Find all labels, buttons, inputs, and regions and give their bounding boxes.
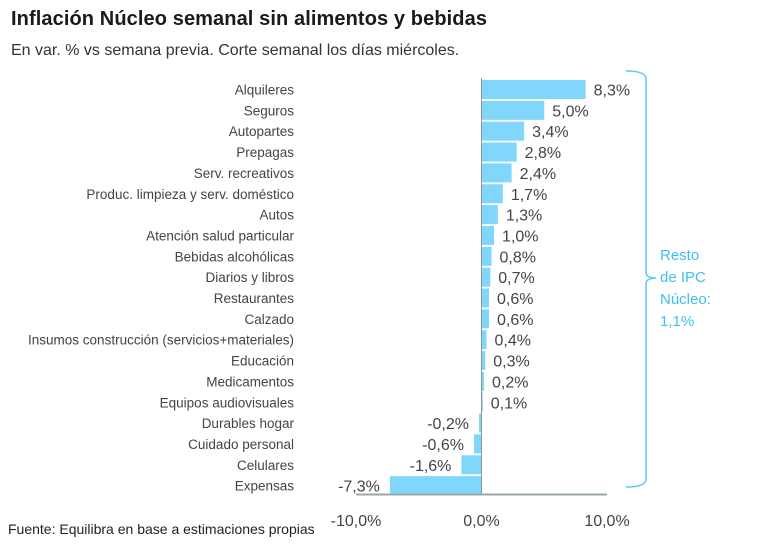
category-label: Calzado	[244, 312, 294, 327]
bar	[481, 205, 498, 225]
annotation-note: Resto de IPC Núcleo: 1,1%	[660, 247, 711, 330]
x-tick-label: 10,0%	[584, 513, 629, 530]
value-label: -0,6%	[422, 437, 464, 454]
bar	[481, 121, 525, 141]
category-label: Serv. recreativos	[194, 166, 295, 181]
value-label: 0,6%	[497, 312, 533, 329]
bar	[389, 476, 482, 496]
value-label: 2,8%	[525, 145, 561, 162]
value-label: 0,4%	[495, 333, 531, 350]
value-label: 0,3%	[493, 354, 529, 371]
category-label: Autos	[259, 208, 294, 223]
category-label: Expensas	[235, 479, 295, 494]
bar	[481, 163, 512, 183]
value-label: 1,0%	[502, 228, 538, 245]
brace-bracket	[625, 70, 657, 488]
category-label: Celulares	[237, 458, 294, 473]
category-label: Alquileres	[235, 83, 295, 98]
category-label: Diarios y libros	[205, 270, 294, 285]
bar	[481, 267, 491, 287]
chart-subtitle: En var. % vs semana previa. Corte semana…	[11, 42, 460, 59]
value-label: 2,4%	[520, 166, 556, 183]
bar	[481, 142, 517, 162]
bar	[481, 371, 485, 391]
value-label: 8,3%	[594, 83, 630, 100]
value-label: 0,8%	[500, 249, 536, 266]
bar	[481, 288, 490, 308]
x-tick-labels: -10,0% 0,0% 10,0%	[331, 513, 630, 530]
bar	[478, 413, 482, 433]
source-note: Fuente: Equilibra en base a estimaciones…	[8, 521, 315, 537]
value-label: 3,4%	[532, 124, 568, 141]
category-label: Durables hogar	[202, 416, 295, 431]
x-tick-label: -10,0%	[331, 513, 382, 530]
category-label: Produc. limpieza y serv. doméstico	[86, 187, 294, 202]
value-label: 5,0%	[552, 103, 588, 120]
value-labels: 8,3% 5,0% 3,4% 2,8% 2,4% 1,7% 1,3% 1,0% 0,8% 0,7%…	[338, 83, 630, 496]
bar	[481, 392, 483, 412]
category-label: Prepagas	[236, 145, 294, 160]
bar	[473, 434, 482, 454]
bar	[481, 246, 492, 266]
category-label: Insumos construcción (servicios+material…	[28, 333, 294, 348]
category-label: Restaurantes	[214, 291, 295, 306]
category-label: Seguros	[244, 103, 295, 118]
category-labels: Alquileres Seguros Autopartes Prepagas Serv.…	[28, 83, 294, 494]
category-label: Cuidado personal	[188, 437, 294, 452]
bar	[481, 184, 503, 204]
value-label: 0,6%	[497, 291, 533, 308]
bar	[461, 455, 482, 475]
bar	[481, 330, 487, 350]
bar	[481, 80, 586, 99]
annotation-line: Resto	[660, 247, 699, 264]
category-label: Educación	[231, 354, 294, 369]
chart-title: Inflación Núcleo semanal sin alimentos y…	[11, 8, 488, 30]
category-label: Equipos audiovisuales	[160, 395, 295, 410]
category-label: Medicamentos	[206, 374, 294, 389]
value-label: 0,1%	[491, 395, 527, 412]
value-label: 0,2%	[492, 374, 528, 391]
category-label: Autopartes	[229, 124, 295, 139]
annotation-line: Núcleo:	[660, 291, 711, 308]
annotation-line: de IPC	[660, 269, 706, 286]
value-label: -1,6%	[410, 458, 452, 475]
bar	[481, 225, 495, 245]
bar	[481, 309, 490, 329]
value-label: 1,7%	[511, 187, 547, 204]
value-label: -0,2%	[427, 416, 469, 433]
annotation-line: 1,1%	[660, 313, 694, 330]
bar	[481, 351, 486, 371]
value-label: 1,3%	[506, 208, 542, 225]
value-label: -7,3%	[338, 479, 380, 496]
category-label: Bebidas alcohólicas	[175, 249, 295, 264]
x-tick-label: 0,0%	[463, 513, 499, 530]
value-label: 0,7%	[498, 270, 534, 287]
bar	[481, 100, 545, 120]
bars-group	[389, 80, 586, 496]
category-label: Atención salud particular	[146, 228, 294, 243]
